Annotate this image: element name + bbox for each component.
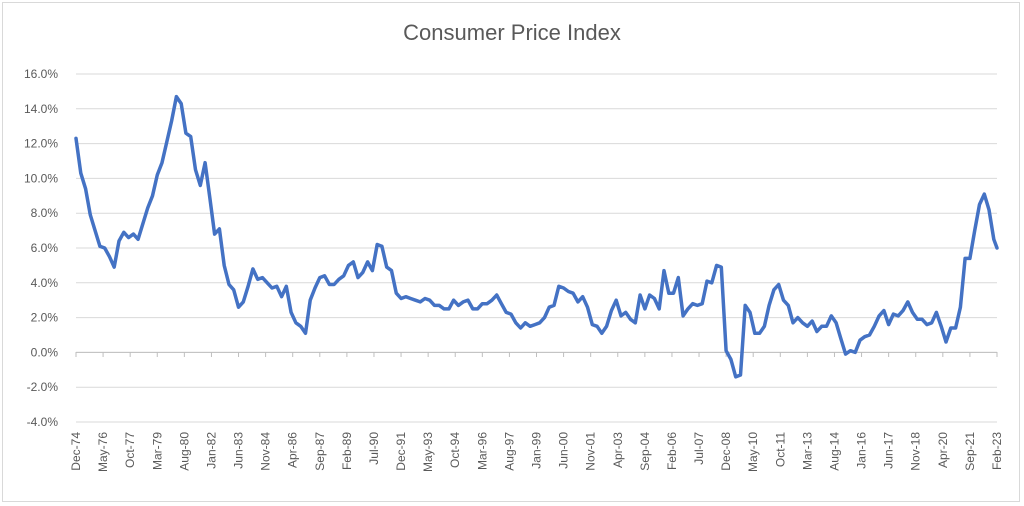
y-axis-tick-labels: -4.0% -2.0% 0.0% 2.0% 4.0% 6.0% 8.0% 10.0% 12.0%… bbox=[24, 67, 58, 429]
x-tick-label: Mar-79 bbox=[150, 432, 164, 470]
x-tick-label: Feb-06 bbox=[665, 432, 679, 470]
x-tick-label: Jul-07 bbox=[692, 432, 706, 465]
x-tick-label: Jun-17 bbox=[882, 432, 896, 469]
y-tick-label: -4.0% bbox=[27, 415, 59, 429]
x-tick-label: Feb-23 bbox=[990, 432, 1004, 470]
x-tick-label: Sep-04 bbox=[638, 432, 652, 471]
x-tick-label: Jul-90 bbox=[367, 432, 381, 465]
x-tick-label: May-93 bbox=[421, 432, 435, 472]
y-tick-label: 16.0% bbox=[24, 67, 58, 81]
x-tick-label: Apr-86 bbox=[286, 432, 300, 468]
y-tick-label: 12.0% bbox=[24, 137, 58, 151]
x-tick-label: Sep-21 bbox=[963, 432, 977, 471]
x-tick-label: Apr-20 bbox=[936, 432, 950, 468]
x-tick-label: Mar-96 bbox=[475, 432, 489, 470]
x-tick-label: Jan-99 bbox=[530, 432, 544, 469]
x-tick-label: Sep-87 bbox=[313, 432, 327, 471]
x-tick-label: Mar-13 bbox=[800, 432, 814, 470]
x-tick-label: Aug-80 bbox=[177, 432, 191, 471]
x-tick-label: Dec-08 bbox=[719, 432, 733, 471]
x-tick-label: Oct-77 bbox=[123, 432, 137, 468]
x-tick-label: Nov-18 bbox=[909, 432, 923, 471]
y-tick-label: 10.0% bbox=[24, 171, 58, 185]
series-group bbox=[74, 94, 999, 379]
x-tick-label: May-10 bbox=[746, 432, 760, 472]
y-tick-label: 14.0% bbox=[24, 102, 58, 116]
y-tick-label: 2.0% bbox=[31, 311, 59, 325]
x-tick-label: Apr-03 bbox=[611, 432, 625, 468]
x-tick-label: Aug-14 bbox=[827, 432, 841, 471]
x-tick-label: Dec-91 bbox=[394, 432, 408, 471]
cpi-series-line bbox=[74, 94, 999, 379]
y-tick-label: 6.0% bbox=[31, 241, 59, 255]
y-tick-label: -2.0% bbox=[27, 380, 59, 394]
x-tick-label: Oct-11 bbox=[773, 432, 787, 467]
y-tick-label: 0.0% bbox=[31, 345, 59, 359]
chart-title: Consumer Price Index bbox=[403, 20, 621, 45]
x-tick-label: Feb-89 bbox=[340, 432, 354, 470]
x-axis-tick-labels: Dec-74 May-76 Oct-77 Mar-79 Aug-80 Jan-82 Jun-… bbox=[69, 352, 1004, 472]
x-tick-label: Jan-82 bbox=[204, 432, 218, 469]
x-tick-label: Jun-00 bbox=[557, 432, 571, 469]
x-tick-label: Jan-16 bbox=[855, 432, 869, 469]
x-tick-label: Oct-94 bbox=[448, 432, 462, 468]
y-tick-label: 8.0% bbox=[31, 206, 59, 220]
x-tick-label: Jun-83 bbox=[232, 432, 246, 469]
y-tick-label: 4.0% bbox=[31, 276, 59, 290]
x-tick-label: Dec-74 bbox=[69, 432, 83, 471]
gridlines bbox=[76, 73, 997, 423]
x-tick-label: Nov-84 bbox=[259, 432, 273, 471]
x-tick-label: Aug-97 bbox=[502, 432, 516, 471]
x-tick-label: May-76 bbox=[96, 432, 110, 472]
x-tick-label: Nov-01 bbox=[584, 432, 598, 471]
